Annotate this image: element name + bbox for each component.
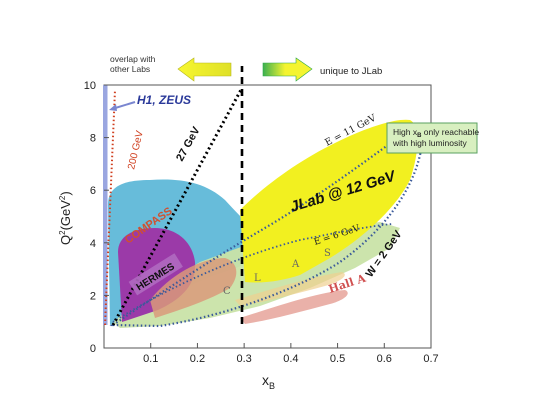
line-e6 (112, 223, 393, 323)
region-h1-zeus (103, 85, 108, 325)
arrow-right (262, 57, 313, 82)
clas-letter-l: L (254, 273, 261, 284)
x-axis-label: xB (262, 372, 275, 391)
label-h1-zeus: H1, ZEUS (137, 93, 191, 107)
h1-zeus-arrowhead (109, 104, 117, 111)
x-tick-label: 0.2 (190, 353, 205, 365)
clas-letter-c: C (223, 286, 231, 297)
region-hall-a (240, 290, 348, 324)
x-tick-label: 0.4 (283, 353, 298, 365)
y-tick-label: 0 (90, 343, 96, 355)
label-200gev: 200 GeV (126, 129, 146, 170)
arrow-left (177, 57, 232, 82)
x-tick-label: 0.5 (330, 353, 345, 365)
x-ticks: 0.1 0.2 0.3 0.4 0.5 0.6 0.7 (143, 343, 439, 365)
note-line-1: High xB only reachable (393, 127, 479, 139)
y-tick-label: 8 (90, 133, 96, 145)
region-hermes-overlap (150, 258, 237, 318)
x-tick-label: 0.3 (236, 353, 251, 365)
y-tick-label: 4 (90, 238, 96, 250)
y-axis-label: Q2(GeV2) (58, 191, 73, 245)
y-tick-label: 6 (90, 185, 96, 197)
x-tick-label: 0.7 (423, 353, 438, 365)
region-jlab (240, 119, 418, 283)
y-tick-label: 2 (90, 290, 96, 302)
annotation-overlap-1: overlap with (110, 54, 156, 64)
note-line-2: with high luminosity (392, 138, 467, 148)
x-tick-label: 0.6 (377, 353, 392, 365)
y-ticks: 0 2 4 6 8 10 (84, 80, 109, 355)
clas-letter-a: A (291, 259, 300, 270)
line-200gev (104, 89, 116, 326)
x-tick-label: 0.1 (143, 353, 158, 365)
y-tick-label: 10 (84, 80, 96, 92)
annotation-unique: unique to JLab (320, 66, 382, 77)
clas-letter-s: S (324, 248, 331, 259)
annotation-overlap-2: other Labs (110, 64, 150, 74)
label-27gev: 27 GeV (174, 124, 203, 163)
note-box (386, 122, 478, 154)
region-hall-a-2 (235, 272, 345, 306)
